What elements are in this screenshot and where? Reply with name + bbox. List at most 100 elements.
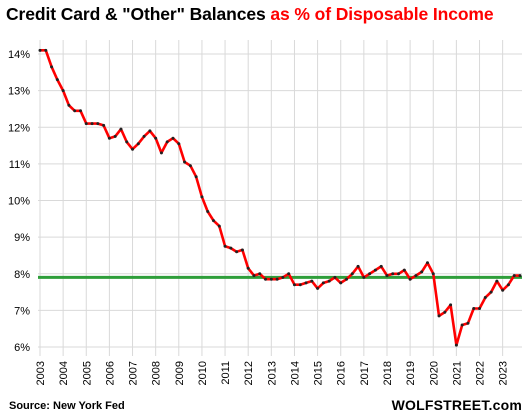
y-tick-label: 10% <box>8 196 30 208</box>
data-point <box>38 48 42 52</box>
data-point <box>489 290 493 294</box>
x-tick-label: 2020 <box>428 361 440 385</box>
data-point <box>483 296 487 300</box>
x-tick-label: 2015 <box>313 361 325 385</box>
data-point <box>67 103 71 107</box>
data-point <box>431 272 435 276</box>
data-point <box>379 264 383 268</box>
series-line <box>40 48 520 347</box>
data-point <box>443 310 447 314</box>
data-point <box>217 224 221 228</box>
data-point <box>316 286 320 290</box>
x-tick-label: 2008 <box>151 361 163 385</box>
chart-title-highlight: as % of Disposable Income <box>270 4 494 24</box>
data-point <box>408 277 412 281</box>
x-tick-label: 2006 <box>104 361 116 385</box>
data-point <box>171 136 175 140</box>
data-point <box>55 78 59 82</box>
x-tick-label: 2012 <box>243 361 255 385</box>
x-tick-label: 2007 <box>128 361 140 385</box>
data-point <box>188 164 192 168</box>
data-point <box>512 274 516 278</box>
data-point <box>350 272 354 276</box>
data-point <box>84 122 88 126</box>
data-point <box>107 136 111 140</box>
data-point <box>339 281 343 285</box>
data-point <box>425 261 429 265</box>
y-tick-label: 13% <box>8 86 30 98</box>
data-point <box>229 246 233 250</box>
data-point <box>321 281 325 285</box>
data-point <box>472 307 476 311</box>
data-point <box>136 142 140 146</box>
y-tick-label: 11% <box>9 159 30 171</box>
chart-title: Credit Card & "Other" Balances as % of D… <box>6 4 494 25</box>
x-tick-label: 2010 <box>197 361 209 385</box>
y-tick-label: 8% <box>14 269 30 281</box>
data-point <box>449 303 453 307</box>
x-tick-label: 2009 <box>174 361 186 385</box>
x-tick-label: 2011 <box>220 361 232 385</box>
data-point <box>131 147 135 151</box>
data-point <box>252 274 256 278</box>
data-point <box>78 109 82 113</box>
data-point <box>327 279 331 283</box>
data-point <box>102 123 106 127</box>
data-point <box>269 277 273 281</box>
data-point <box>206 209 210 213</box>
data-point <box>61 89 65 93</box>
brand-label: WOLFSTREET.com <box>391 397 522 413</box>
data-point <box>397 272 401 276</box>
data-point <box>391 272 395 276</box>
data-point <box>298 283 302 287</box>
data-point <box>402 268 406 272</box>
chart-title-main: Credit Card & "Other" Balances <box>6 4 266 24</box>
data-point <box>113 134 117 138</box>
data-point <box>148 129 152 133</box>
data-point <box>454 343 458 347</box>
data-point <box>73 109 77 113</box>
x-tick-label: 2004 <box>58 361 70 385</box>
data-point <box>90 122 94 126</box>
y-tick-label: 7% <box>14 305 30 317</box>
data-point <box>356 264 360 268</box>
data-point <box>154 136 158 140</box>
x-tick-label: 2019 <box>405 361 417 385</box>
x-tick-label: 2014 <box>289 361 301 385</box>
data-point <box>183 160 187 164</box>
data-point <box>292 283 296 287</box>
data-point <box>304 281 308 285</box>
x-tick-label: 2013 <box>266 361 278 385</box>
source-label: Source: New York Fed <box>9 400 125 412</box>
data-point <box>264 277 268 281</box>
data-point <box>50 65 54 69</box>
x-tick-label: 2021 <box>451 361 463 385</box>
data-point <box>246 266 250 270</box>
x-tick-label: 2018 <box>382 361 394 385</box>
y-tick-label: 14% <box>8 49 30 61</box>
data-point <box>142 134 146 138</box>
data-point <box>223 244 227 248</box>
data-point <box>437 314 441 318</box>
x-tick-label: 2022 <box>475 361 487 385</box>
data-point <box>373 268 377 272</box>
data-point <box>44 48 48 52</box>
data-point <box>414 274 418 278</box>
data-point <box>362 275 366 279</box>
data-point <box>466 321 470 325</box>
data-point <box>420 270 424 274</box>
data-point <box>258 272 262 276</box>
data-point <box>518 274 522 278</box>
data-point <box>159 151 163 155</box>
data-point <box>385 274 389 278</box>
data-point <box>368 272 372 276</box>
data-point <box>96 122 100 126</box>
data-point <box>240 248 244 252</box>
data-point <box>194 175 198 179</box>
y-tick-label: 12% <box>8 122 30 134</box>
y-tick-label: 6% <box>14 342 30 354</box>
data-point <box>165 140 169 144</box>
data-point <box>235 250 239 254</box>
data-point <box>287 272 291 276</box>
